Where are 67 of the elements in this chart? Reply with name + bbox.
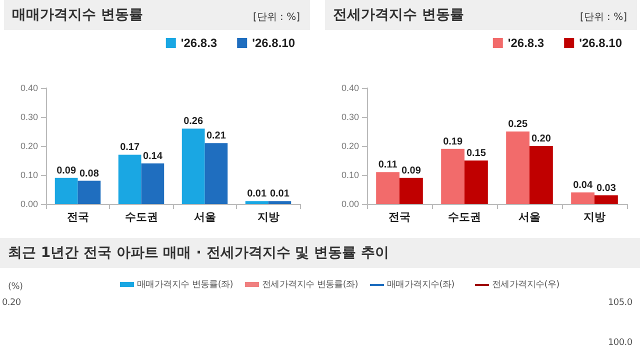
data-label: 0.01 [270, 188, 290, 200]
legend-label: '26.8.10 [252, 36, 296, 50]
y-tick-label: 0.00 [341, 199, 359, 209]
x-tick-label: 수도권 [124, 212, 158, 224]
data-label: 0.15 [466, 148, 486, 159]
text: 매매가격지수 변동률(좌) [136, 279, 233, 291]
text: [단위 : %] [580, 11, 627, 24]
data-label: 0.17 [120, 142, 140, 154]
data-label: 0.20 [531, 134, 552, 144]
bar [464, 160, 488, 204]
x-tick-label: 지방 [256, 212, 280, 224]
text: 0.20 [2, 298, 21, 308]
chart-title: 매매가격지수 변동률 [12, 6, 143, 24]
bar [182, 128, 205, 204]
y-tick-label: 0.30 [341, 112, 359, 122]
bar [245, 201, 268, 204]
bar [400, 178, 423, 204]
legend-label: '26.8.3 [508, 36, 544, 50]
text: 최근 1년간 전국 아파트 매매 · 전세가격지수 및 변동률 추이 [8, 244, 389, 262]
bar [78, 180, 101, 204]
data-label: 0.11 [378, 160, 398, 171]
text: 매매가격지수(좌) [386, 279, 454, 291]
text: 105.0 [608, 298, 632, 308]
bar [571, 192, 594, 204]
y-tick-label: 0.20 [20, 141, 38, 151]
data-label: 0.01 [247, 188, 267, 200]
x-tick-label: 전국 [66, 212, 89, 224]
y-tick-label: 0.40 [341, 83, 359, 93]
text: [단위 : %] [252, 11, 300, 24]
y-tick-label: 0.40 [20, 83, 38, 93]
bar [594, 195, 618, 204]
y-tick-label: 0.30 [20, 112, 38, 122]
bar [376, 172, 400, 204]
bar [441, 148, 464, 204]
data-label: 0.14 [142, 150, 163, 162]
bar [141, 163, 164, 204]
x-tick-label: 지방 [582, 212, 606, 224]
data-label: 0.26 [184, 116, 204, 128]
bar [54, 178, 78, 204]
bar [506, 132, 530, 204]
text: 전세가격지수 변동률(좌) [261, 279, 358, 291]
data-label: 0.08 [79, 168, 100, 180]
x-tick-label: 수도권 [448, 212, 481, 224]
data-label: 0.09 [56, 165, 76, 176]
data-label: 0.04 [573, 180, 593, 191]
bar [204, 143, 228, 204]
text: (%) [8, 282, 23, 292]
data-label: 0.09 [401, 165, 422, 176]
y-tick-label: 0.20 [341, 141, 359, 151]
y-tick-label: 0.10 [20, 170, 38, 180]
y-tick-label: 0.10 [341, 170, 359, 180]
x-tick-label: 서울 [518, 212, 540, 224]
chart-title: 전세가격지수 변동률 [333, 6, 464, 24]
x-tick-label: 전국 [388, 212, 410, 224]
text: 100.0 [608, 338, 632, 348]
legend-label: '26.8.10 [579, 36, 622, 50]
y-tick-label: 0.00 [20, 199, 38, 209]
bar [530, 146, 553, 204]
legend-label: '26.8.3 [180, 36, 218, 50]
bar [118, 154, 142, 204]
text: 전세가격지수(우) [491, 279, 560, 291]
data-label: 0.19 [443, 136, 463, 148]
bar [268, 201, 292, 204]
data-label: 0.21 [206, 130, 226, 142]
data-label: 0.03 [596, 182, 616, 194]
data-label: 0.25 [508, 119, 528, 130]
x-tick-label: 서울 [194, 212, 216, 224]
